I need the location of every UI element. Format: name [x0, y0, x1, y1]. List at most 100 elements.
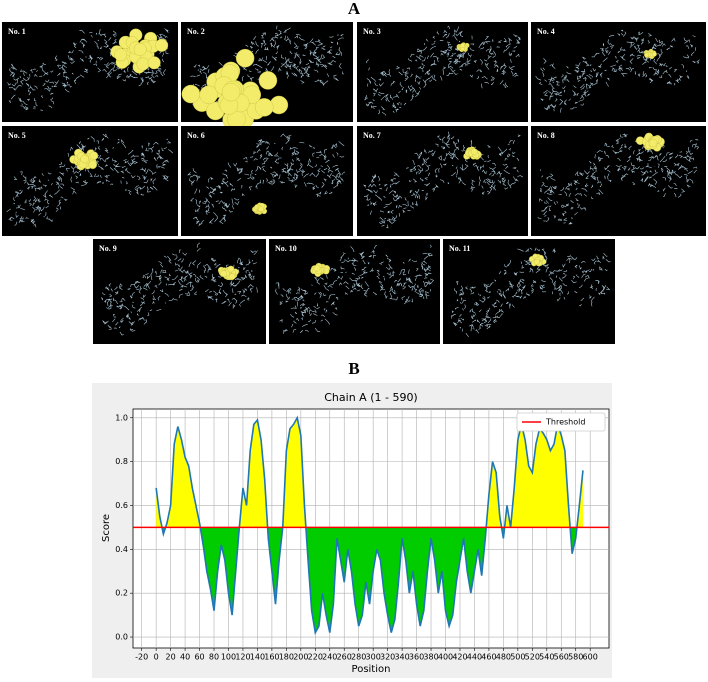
x-tick-label: 380: [423, 653, 438, 662]
y-tick-label: 1.0: [115, 413, 128, 422]
chart-title: Chain A (1 - 590): [324, 391, 417, 404]
protein-backbone: [364, 25, 521, 116]
x-tick-label: 580: [568, 653, 583, 662]
pocket-atom: [199, 85, 218, 104]
pocket-atom: [258, 206, 264, 212]
panel-title: No. 4: [537, 27, 555, 36]
area-below-threshold: [156, 527, 583, 633]
pocket-atom: [80, 154, 89, 164]
panel-title: No. 5: [8, 131, 26, 140]
x-tick-label: 0: [154, 653, 159, 662]
pocket-atom: [136, 57, 150, 71]
x-tick-label: 160: [264, 653, 279, 662]
x-tick-label: 360: [409, 653, 424, 662]
x-tick-label: 220: [308, 653, 323, 662]
panel-background: [531, 126, 706, 236]
y-tick-label: 0.4: [115, 545, 128, 554]
x-tick-label: 280: [351, 653, 366, 662]
legend-label: Threshold: [545, 418, 585, 427]
structure-panel: No. 4: [531, 22, 706, 122]
panel-background: [357, 126, 528, 236]
pocket-atom: [459, 43, 465, 49]
x-tick-label: 500: [510, 653, 525, 662]
x-tick-label: 320: [380, 653, 395, 662]
y-tick-label: 0.0: [115, 633, 128, 642]
x-axis-label: Position: [352, 664, 391, 675]
panel-background: [443, 239, 615, 344]
panel-title: No. 10: [275, 244, 297, 253]
legend-box: [516, 412, 606, 432]
x-tick-label: 600: [583, 653, 598, 662]
panel-label: A: [348, 0, 361, 18]
protein-backbone: [275, 244, 434, 334]
pocket-atom: [651, 51, 657, 57]
structure-panel: No. 3: [357, 22, 528, 122]
y-tick-label: 0.8: [115, 457, 128, 466]
x-tick-label: 100: [221, 653, 236, 662]
pocket-atom: [220, 270, 228, 278]
panel-label: B: [348, 359, 359, 378]
x-tick-label: 540: [539, 653, 554, 662]
pocket-atom: [648, 138, 658, 148]
x-tick-label: 340: [394, 653, 409, 662]
panel-title: No. 3: [363, 27, 381, 36]
panel-background: [357, 22, 528, 122]
x-tick-label: 240: [322, 653, 337, 662]
x-tick-label: 420: [452, 653, 467, 662]
y-tick-label: 0.2: [115, 589, 128, 598]
x-tick-label: 400: [438, 653, 453, 662]
structure-panel: No. 6: [181, 126, 353, 236]
protein-backbone: [187, 133, 346, 227]
x-tick-label: 80: [209, 653, 219, 662]
y-tick-label: 0.6: [115, 501, 128, 510]
protein-backbone: [451, 247, 611, 338]
structure-panel: No. 8: [531, 126, 706, 236]
area-above-threshold: [156, 417, 583, 528]
pocket-atom: [470, 148, 478, 156]
panel-background: [531, 22, 706, 122]
x-tick-label: 300: [366, 653, 381, 662]
pocket-atom: [89, 151, 99, 161]
pocket-atom: [88, 160, 97, 169]
pocket-atom: [114, 48, 128, 62]
x-tick-label: 140: [250, 653, 265, 662]
x-tick-label: 120: [235, 653, 250, 662]
panel-background: [269, 239, 440, 344]
structure-panel: No. 2: [181, 22, 353, 129]
chart: -20 0 20 40 60 80 100 120 140 160 180 200 220 240 260 2…: [115, 409, 609, 662]
panel-background: [93, 239, 266, 344]
panel-title: No. 7: [363, 131, 381, 140]
pocket-atom: [227, 265, 235, 273]
panel-title: No. 8: [537, 131, 555, 140]
panel-title: No. 2: [187, 27, 205, 36]
structure-panel: No. 10: [269, 239, 440, 344]
pocket-atom: [228, 273, 236, 280]
panel-title: No. 1: [8, 27, 26, 36]
pocket-atom: [644, 52, 649, 58]
x-tick-label: 20: [166, 653, 176, 662]
x-tick-label: 480: [496, 653, 511, 662]
x-tick-label: 560: [554, 653, 569, 662]
pocket-atom: [313, 264, 321, 272]
protein-backbone: [6, 133, 174, 228]
structure-panel: No. 11: [443, 239, 615, 344]
panel-title: No. 11: [449, 244, 470, 253]
pocket-atom: [133, 42, 147, 56]
pocket-atom: [147, 56, 161, 70]
x-tick-label: 460: [481, 653, 496, 662]
score-line: [155, 415, 584, 636]
pocket-atom: [258, 71, 278, 90]
x-tick-label: 40: [180, 653, 190, 662]
pocket-atom: [255, 98, 274, 117]
y-axis-label: Score: [101, 514, 112, 542]
panel-background: [2, 126, 178, 236]
protein-backbone: [101, 242, 258, 336]
structure-panel: No. 1: [2, 22, 178, 122]
x-tick-label: 260: [337, 653, 352, 662]
structure-panel: No. 9: [93, 239, 266, 344]
pocket-atom: [235, 48, 255, 68]
protein-backbone: [535, 29, 700, 113]
x-tick-label: 520: [525, 653, 540, 662]
